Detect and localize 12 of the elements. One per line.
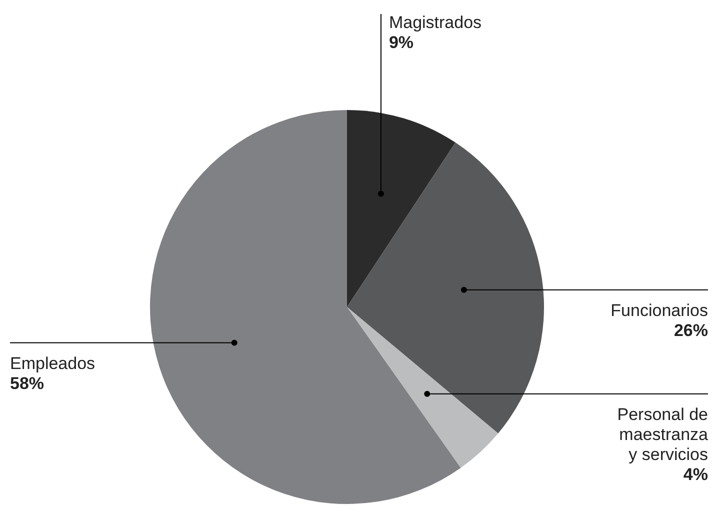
slice-label: Empleados bbox=[10, 354, 96, 373]
pie-slice bbox=[347, 142, 544, 434]
slice-label: Magistrados bbox=[388, 13, 482, 32]
data-label: 9% bbox=[388, 33, 414, 52]
pie-slice bbox=[347, 307, 498, 468]
slice-label: Funcionarios bbox=[610, 300, 708, 320]
slice-label: Personal de maestranza y servicios bbox=[617, 404, 709, 464]
pie-slice bbox=[347, 110, 456, 307]
data-label: 58% bbox=[10, 374, 44, 393]
data-label: 4% bbox=[683, 464, 708, 484]
pie-slice bbox=[150, 110, 461, 504]
data-label: 26% bbox=[674, 320, 708, 340]
